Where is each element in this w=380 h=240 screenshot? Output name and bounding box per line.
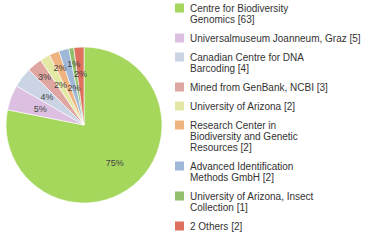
legend-label: Advanced IdentificationMethods GmbH [2] bbox=[190, 161, 293, 183]
data-labels: 75%5%4%3%2%2%2%1%2% bbox=[34, 59, 124, 168]
legend-line: Canadian Centre for DNA bbox=[190, 52, 304, 63]
legend-line: University of Arizona, Insect bbox=[190, 191, 314, 202]
legend-label: Universalmuseum Joanneum, Graz [5] bbox=[190, 33, 361, 44]
legend-line: Methods GmbH [2] bbox=[190, 172, 274, 183]
data-label: 2% bbox=[74, 69, 87, 79]
legend: Centre for BiodiversityGenomics [63] Univ… bbox=[175, 3, 361, 232]
legend-line: 2 Others [2] bbox=[190, 221, 242, 232]
legend-swatch bbox=[175, 121, 184, 130]
legend-line: Advanced Identification bbox=[190, 161, 293, 172]
data-label: 2% bbox=[67, 83, 80, 93]
legend-label: University of Arizona [2] bbox=[190, 101, 295, 112]
legend-swatch bbox=[175, 34, 184, 43]
legend-swatch bbox=[175, 4, 184, 13]
legend-line: Collection [1] bbox=[190, 202, 248, 213]
data-label: 2% bbox=[54, 63, 67, 73]
pie bbox=[6, 47, 162, 203]
legend-label: 2 Others [2] bbox=[190, 221, 242, 232]
legend-line: Biodiversity and Genetic bbox=[190, 131, 298, 142]
legend-swatch bbox=[175, 83, 184, 92]
data-label: 75% bbox=[106, 158, 124, 168]
legend-swatch bbox=[175, 102, 184, 111]
legend-line: Universalmuseum Joanneum, Graz [5] bbox=[190, 33, 361, 44]
legend-label: University of Arizona, InsectCollection … bbox=[190, 191, 314, 213]
legend-line: Barcoding [4] bbox=[190, 63, 249, 74]
legend-label: Research Center inBiodiversity and Genet… bbox=[190, 120, 298, 153]
pie-slice bbox=[6, 47, 162, 203]
legend-line: Resources [2] bbox=[190, 142, 252, 153]
data-label: 5% bbox=[34, 104, 47, 114]
legend-swatch bbox=[175, 222, 184, 231]
legend-line: Mined from GenBank, NCBI [3] bbox=[190, 82, 328, 93]
data-label: 3% bbox=[38, 72, 51, 82]
legend-label: Centre for BiodiversityGenomics [63] bbox=[190, 3, 288, 25]
legend-line: Genomics [63] bbox=[190, 14, 255, 25]
legend-swatch bbox=[175, 162, 184, 171]
legend-line: Research Center in bbox=[190, 120, 276, 131]
data-label: 1% bbox=[67, 59, 80, 69]
legend-label: Mined from GenBank, NCBI [3] bbox=[190, 82, 328, 93]
legend-swatch bbox=[175, 192, 184, 201]
legend-line: University of Arizona [2] bbox=[190, 101, 295, 112]
legend-line: Centre for Biodiversity bbox=[190, 3, 288, 14]
pie-slice bbox=[50, 51, 85, 125]
legend-swatch bbox=[175, 53, 184, 62]
data-label: 2% bbox=[54, 80, 67, 90]
data-label: 4% bbox=[40, 92, 53, 102]
pie-slice bbox=[41, 55, 84, 125]
chart: 75%5%4%3%2%2%2%1%2%Centre for Biodiversi… bbox=[0, 0, 380, 240]
legend-label: Canadian Centre for DNABarcoding [4] bbox=[190, 52, 304, 74]
